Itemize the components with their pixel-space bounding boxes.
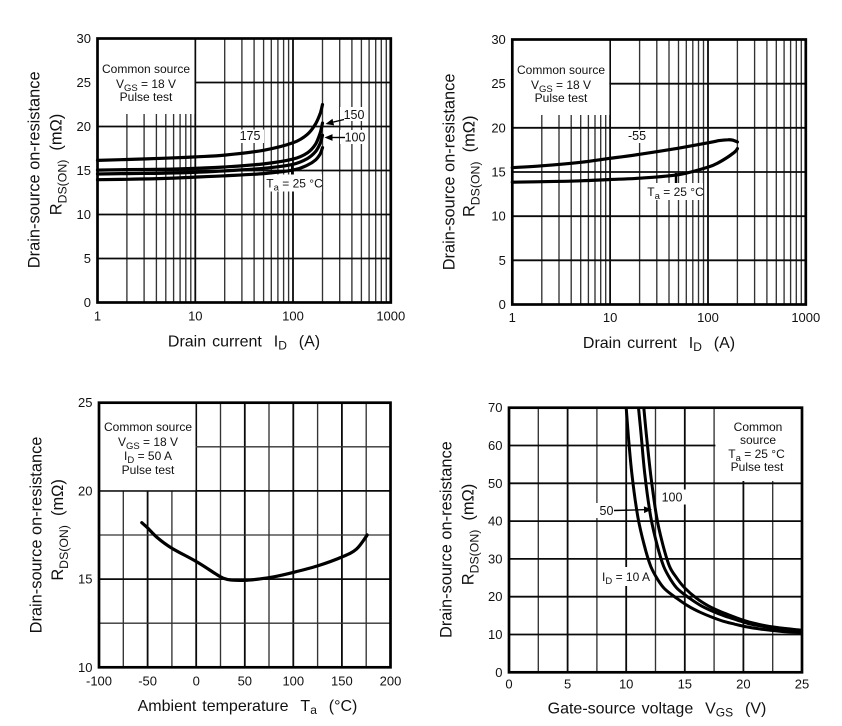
svg-text:0: 0 [505, 677, 512, 692]
svg-text:10: 10 [78, 660, 92, 675]
svg-text:Common source: Common source [104, 420, 192, 434]
svg-text:5: 5 [84, 251, 91, 266]
svg-text:150: 150 [331, 674, 353, 689]
svg-text:100: 100 [282, 309, 304, 324]
svg-text:150: 150 [344, 108, 365, 122]
svg-text:60: 60 [488, 438, 502, 453]
svg-text:Common: Common [734, 420, 783, 434]
svg-text:25: 25 [491, 76, 505, 91]
svg-text:-100: -100 [86, 674, 112, 689]
svg-text:-55: -55 [628, 129, 646, 143]
svg-text:-50: -50 [138, 674, 157, 689]
svg-text:20: 20 [736, 677, 750, 692]
svg-text:Ambient temperature Ta (°C): Ambient temperature Ta (°C) [138, 698, 358, 717]
svg-text:100: 100 [345, 131, 366, 145]
svg-text:0: 0 [495, 665, 502, 680]
svg-text:10: 10 [603, 310, 617, 325]
svg-text:0: 0 [499, 297, 506, 312]
svg-text:Common source: Common source [517, 63, 605, 77]
svg-text:100: 100 [662, 491, 683, 505]
svg-text:0: 0 [84, 295, 91, 310]
svg-text:200: 200 [380, 674, 402, 689]
svg-text:20: 20 [491, 120, 505, 135]
svg-text:5: 5 [564, 677, 571, 692]
svg-text:10: 10 [488, 627, 502, 642]
svg-text:Common source: Common source [102, 62, 190, 76]
svg-text:1000: 1000 [791, 310, 820, 325]
svg-text:20: 20 [488, 589, 502, 604]
svg-text:50: 50 [238, 674, 252, 689]
svg-text:30: 30 [77, 31, 91, 46]
svg-text:ID = 10 A: ID = 10 A [602, 570, 650, 587]
svg-text:1: 1 [94, 309, 101, 324]
svg-text:Gate-source voltage VGS (V): Gate-source voltage VGS (V) [548, 701, 767, 720]
svg-text:20: 20 [77, 119, 91, 134]
svg-text:Ta = 25 °C: Ta = 25 °C [266, 177, 323, 194]
svg-text:5: 5 [499, 253, 506, 268]
svg-text:100: 100 [282, 674, 304, 689]
svg-text:100: 100 [697, 310, 719, 325]
svg-text:10: 10 [188, 309, 202, 324]
svg-text:Pulse test: Pulse test [122, 463, 175, 477]
svg-text:Drain-source on-resistance: Drain-source on-resistance [438, 441, 456, 638]
svg-text:Ta = 25 °C: Ta = 25 °C [647, 185, 704, 202]
svg-text:0: 0 [193, 674, 200, 689]
svg-text:source: source [740, 433, 776, 447]
svg-text:15: 15 [77, 163, 91, 178]
svg-text:30: 30 [488, 551, 502, 566]
svg-text:10: 10 [619, 677, 633, 692]
svg-text:Pulse test: Pulse test [731, 460, 784, 474]
svg-text:Drain-source on-resistance: Drain-source on-resistance [440, 74, 458, 271]
svg-text:175: 175 [240, 129, 261, 143]
svg-text:1: 1 [509, 310, 516, 325]
svg-text:Drain current ID (A): Drain current ID (A) [583, 335, 735, 354]
svg-text:40: 40 [488, 514, 502, 529]
svg-text:Drain-source on-resistance: Drain-source on-resistance [27, 437, 45, 634]
svg-text:10: 10 [491, 209, 505, 224]
svg-text:10: 10 [77, 207, 91, 222]
svg-text:15: 15 [678, 677, 692, 692]
svg-text:50: 50 [600, 504, 614, 518]
svg-text:25: 25 [77, 75, 91, 90]
svg-text:15: 15 [78, 572, 92, 587]
svg-text:25: 25 [795, 677, 809, 692]
svg-text:Ta = 25 °C: Ta = 25 °C [728, 447, 785, 464]
svg-text:30: 30 [491, 32, 505, 47]
svg-text:Drain current ID (A): Drain current ID (A) [168, 334, 320, 353]
svg-text:15: 15 [491, 165, 505, 180]
svg-text:Pulse test: Pulse test [120, 90, 173, 104]
svg-text:Pulse test: Pulse test [535, 91, 588, 105]
svg-text:Drain-source on-resistance: Drain-source on-resistance [26, 71, 44, 268]
svg-text:ID = 50 A: ID = 50 A [124, 449, 172, 466]
svg-text:1000: 1000 [376, 309, 405, 324]
svg-text:70: 70 [488, 400, 502, 415]
svg-text:25: 25 [78, 395, 92, 410]
svg-text:50: 50 [488, 476, 502, 491]
svg-text:20: 20 [78, 483, 92, 498]
